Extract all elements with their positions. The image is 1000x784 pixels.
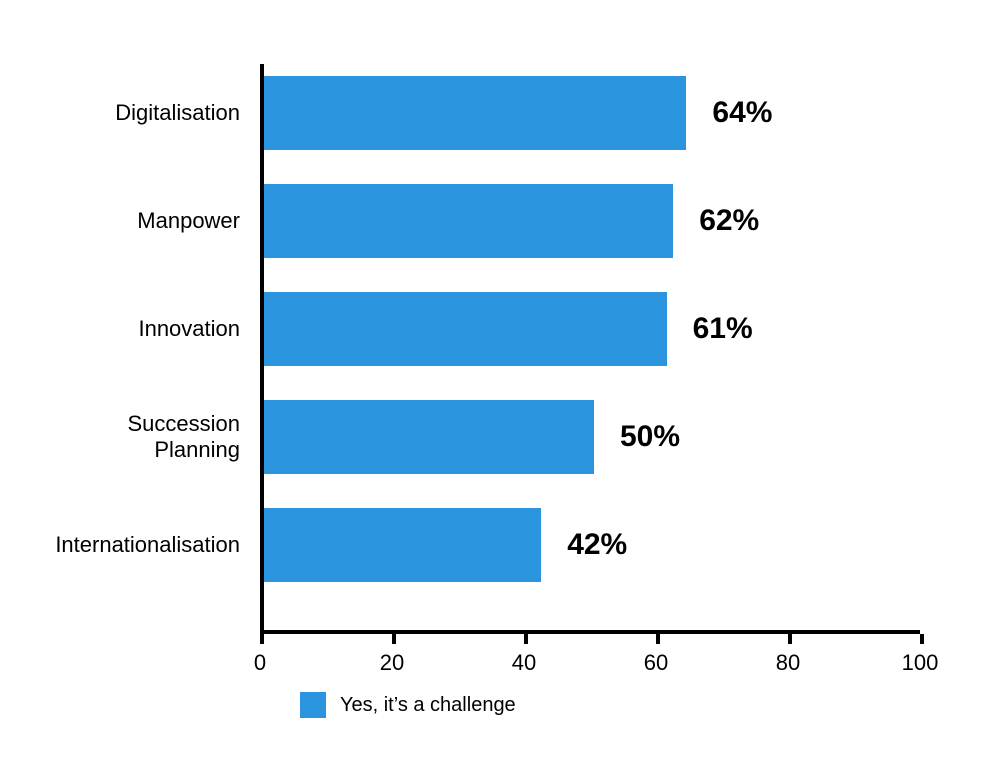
bar <box>264 292 667 366</box>
legend: Yes, it’s a challenge <box>300 692 516 718</box>
x-tick <box>260 634 264 644</box>
legend-label: Yes, it’s a challenge <box>340 694 516 717</box>
legend-swatch <box>300 692 326 718</box>
x-tick-label: 0 <box>254 650 266 676</box>
x-tick <box>524 634 528 644</box>
category-label: Manpower <box>30 208 240 234</box>
category-label: Digitalisation <box>30 100 240 126</box>
category-label: Innovation <box>30 316 240 342</box>
bar <box>264 184 673 258</box>
x-tick-label: 100 <box>902 650 939 676</box>
plot-area: 64% 62% 61% 50% 42% <box>260 64 920 634</box>
x-tick-label: 80 <box>776 650 800 676</box>
bar-chart: 64% 62% 61% 50% 42% Yes, it’s a challenge Di… <box>0 0 1000 784</box>
x-tick-label: 60 <box>644 650 668 676</box>
x-tick <box>920 634 924 644</box>
x-tick <box>656 634 660 644</box>
x-tick <box>392 634 396 644</box>
bar-value-label: 61% <box>693 312 753 346</box>
bar <box>264 400 594 474</box>
bar-value-label: 42% <box>567 528 627 562</box>
x-axis <box>260 630 920 634</box>
bar-value-label: 50% <box>620 420 680 454</box>
category-label: Internationalisation <box>30 532 240 558</box>
x-tick-label: 40 <box>512 650 536 676</box>
bar <box>264 508 541 582</box>
category-label: SuccessionPlanning <box>30 411 240 464</box>
x-tick-label: 20 <box>380 650 404 676</box>
bar <box>264 76 686 150</box>
bar-value-label: 64% <box>712 96 772 130</box>
bar-value-label: 62% <box>699 204 759 238</box>
x-tick <box>788 634 792 644</box>
